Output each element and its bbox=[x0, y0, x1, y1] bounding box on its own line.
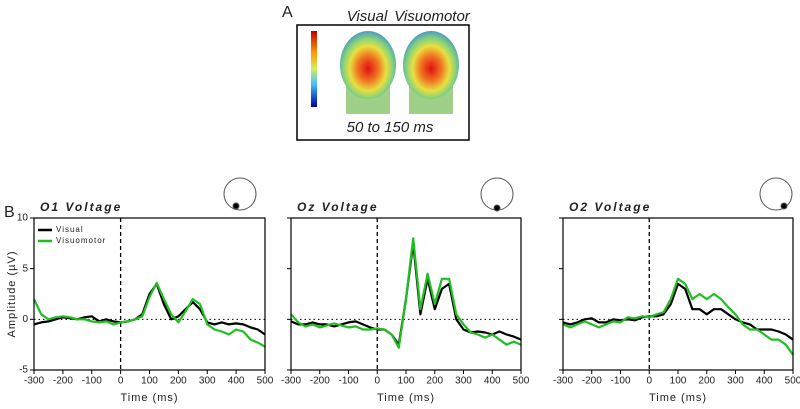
topomap-label: Visuomotor bbox=[394, 8, 471, 25]
chart-title: Oz Voltage bbox=[297, 200, 379, 214]
series-line bbox=[33, 282, 266, 336]
x-tick-label: 300 bbox=[199, 376, 216, 387]
panel-label: B bbox=[4, 204, 15, 221]
y-tick-label: 10 bbox=[17, 213, 29, 224]
x-tick-label: -200 bbox=[53, 376, 73, 387]
head bbox=[403, 31, 459, 114]
series-line bbox=[562, 282, 794, 341]
x-tick-label: -200 bbox=[582, 376, 602, 387]
x-tick-label: 500 bbox=[257, 376, 274, 387]
x-tick-label: -100 bbox=[82, 376, 102, 387]
legend-label: Visual bbox=[56, 225, 84, 234]
x-tick-label: 300 bbox=[727, 376, 744, 387]
x-tick-label: -300 bbox=[24, 376, 44, 387]
x-tick-label: 200 bbox=[698, 376, 715, 387]
x-tick-label: 100 bbox=[141, 376, 158, 387]
y-tick-label: 0 bbox=[22, 314, 28, 325]
x-tick-label: -300 bbox=[553, 376, 573, 387]
x-tick-label: 200 bbox=[170, 376, 187, 387]
x-tick-label: -300 bbox=[281, 376, 301, 387]
x-tick-label: 400 bbox=[228, 376, 245, 387]
chart-title: O2 Voltage bbox=[569, 200, 651, 214]
y-tick-label: -5 bbox=[19, 365, 28, 376]
chart-title: O1 Voltage bbox=[40, 200, 122, 214]
x-tick-label: 500 bbox=[785, 376, 800, 387]
series-line bbox=[33, 281, 266, 348]
x-axis-label: Time (ms) bbox=[649, 392, 707, 404]
plot-frame bbox=[562, 217, 794, 371]
x-tick-label: 0 bbox=[374, 376, 380, 387]
x-tick-label: -200 bbox=[310, 376, 330, 387]
x-tick-label: 0 bbox=[118, 376, 124, 387]
x-tick-label: 500 bbox=[513, 376, 530, 387]
x-tick-label: 100 bbox=[398, 376, 415, 387]
colorbar bbox=[311, 31, 317, 107]
x-axis-label: Time (ms) bbox=[120, 392, 178, 404]
x-tick-label: 0 bbox=[646, 376, 652, 387]
x-tick-label: 400 bbox=[484, 376, 501, 387]
head bbox=[340, 31, 396, 114]
panel-label: A bbox=[282, 4, 293, 21]
electrode-icon bbox=[223, 177, 793, 212]
x-tick-label: 300 bbox=[455, 376, 472, 387]
x-tick-label: 400 bbox=[756, 376, 773, 387]
topomap-label: Visual bbox=[347, 8, 388, 25]
x-tick-label: 200 bbox=[426, 376, 443, 387]
y-axis-label: Amplitude (µV) bbox=[6, 251, 18, 338]
x-tick-label: -100 bbox=[610, 376, 630, 387]
y-tick-label: 5 bbox=[22, 263, 28, 274]
x-tick-label: -100 bbox=[338, 376, 358, 387]
series-line bbox=[290, 237, 522, 349]
x-axis-label: Time (ms) bbox=[377, 392, 435, 404]
x-tick-label: 100 bbox=[670, 376, 687, 387]
series-line bbox=[562, 277, 794, 356]
legend-label: Visuomotor bbox=[56, 236, 106, 245]
time-window: 50 to 150 ms bbox=[347, 119, 434, 136]
